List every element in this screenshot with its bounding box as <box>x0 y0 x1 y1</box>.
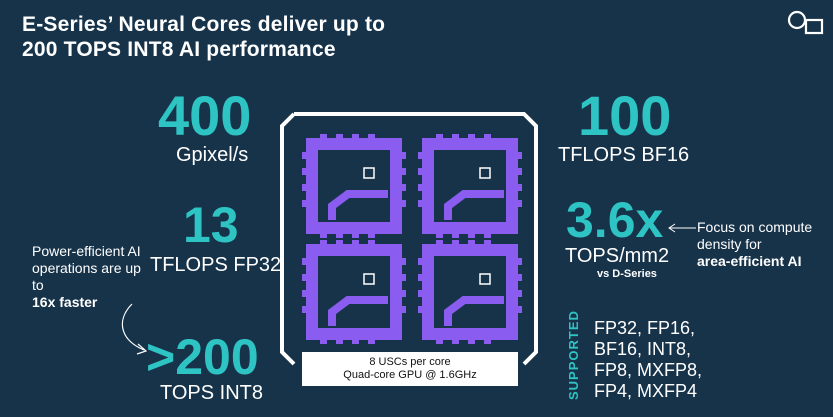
power-note-bold: 16x faster <box>32 294 98 310</box>
arrow-left-icon <box>668 223 696 233</box>
gpu-caption: 8 USCs per core Quad-core GPU @ 1.6GHz <box>302 352 518 386</box>
density-note-bold: area-efficient AI <box>697 253 802 269</box>
curved-arrow-icon <box>121 303 148 355</box>
stat-fp32-label: TFLOPS FP32 <box>150 254 282 276</box>
gpu-core-icon <box>302 240 406 344</box>
title-line-1: E-Series’ Neural Cores deliver up to <box>22 13 386 36</box>
gpu-caption-line-1: 8 USCs per core <box>369 356 451 368</box>
format-line: BF16, INT8, <box>594 339 692 359</box>
format-line: FP32, FP16, <box>594 318 696 338</box>
title-line-2: 200 TOPS INT8 AI performance <box>22 38 336 61</box>
density-note: Focus on compute density for area-effici… <box>697 219 827 270</box>
gpu-core-icon <box>418 134 522 238</box>
supported-formats-list: FP32, FP16, BF16, INT8, FP8, MXFP8, FP4,… <box>594 318 754 402</box>
page-title: E-Series’ Neural Cores deliver up to 200… <box>22 12 385 62</box>
stat-int8-label: TOPS INT8 <box>160 382 263 404</box>
power-note-text: Power-efficient AI operations are up to <box>32 243 141 293</box>
power-efficiency-note: Power-efficient AI operations are up to … <box>32 243 142 311</box>
gpu-core-icon <box>418 240 522 344</box>
stat-int8-value: >200 <box>146 329 259 385</box>
stat-fp32-value: 13 <box>183 197 239 253</box>
stat-bf16-label: TFLOPS BF16 <box>558 144 690 166</box>
supported-label: SUPPORTED <box>566 310 581 400</box>
gpu-core-icon <box>302 134 406 238</box>
stat-pixel-label: Gpixel/s <box>176 144 249 166</box>
stat-density-label: TOPS/mm2 <box>565 245 670 267</box>
stat-density-value: 3.6x <box>566 192 664 248</box>
format-line: FP8, MXFP8, <box>594 360 703 380</box>
imagination-logo-icon <box>787 10 825 41</box>
gpu-caption-line-2: Quad-core GPU @ 1.6GHz <box>343 369 477 381</box>
gpu-cores-diagram <box>280 112 538 366</box>
density-note-text: Focus on compute density for <box>697 219 813 252</box>
stat-pixel-value: 400 <box>158 84 252 147</box>
stat-density-sub: vs D-Series <box>597 268 657 280</box>
format-line: FP4, MXFP4 <box>594 381 698 401</box>
stat-bf16-value: 100 <box>578 84 672 147</box>
